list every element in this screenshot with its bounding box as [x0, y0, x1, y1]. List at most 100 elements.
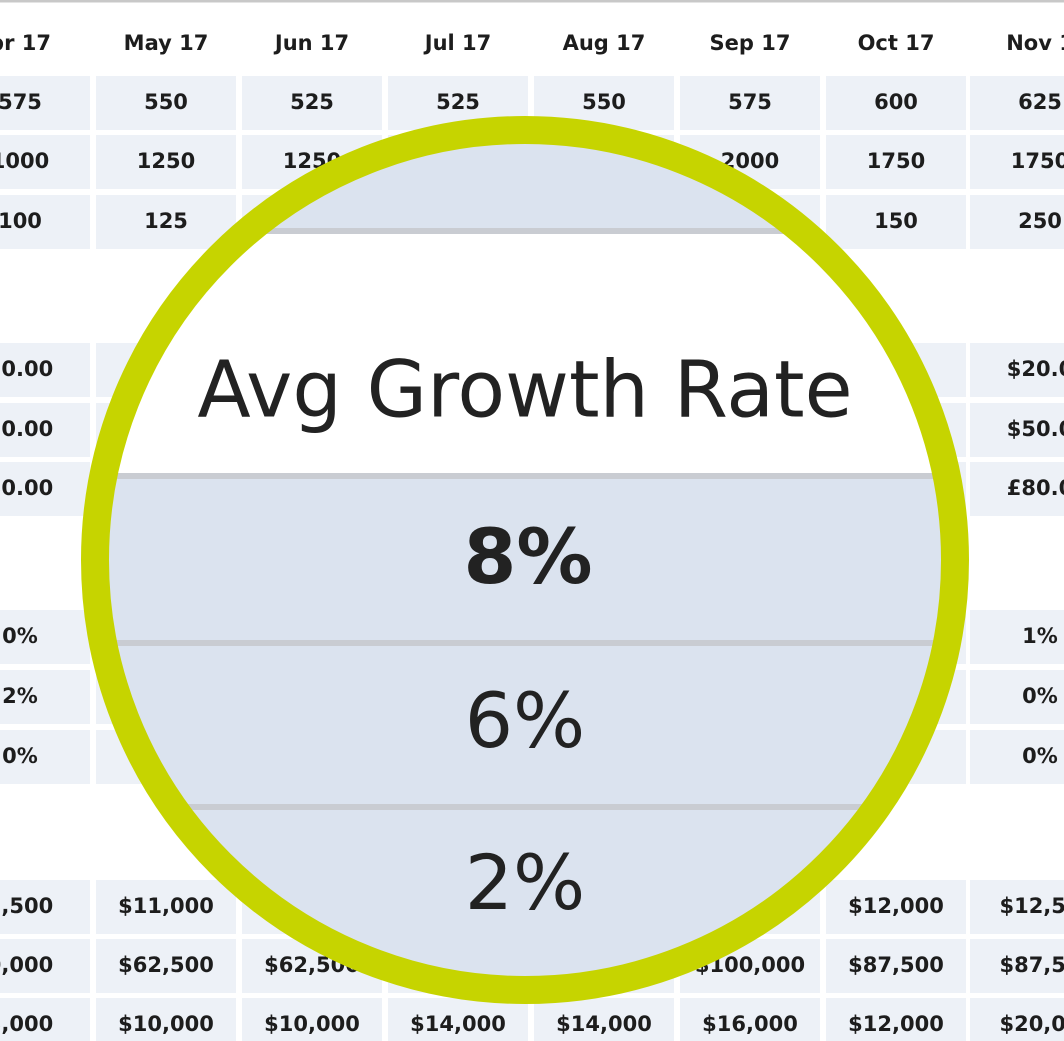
lens-line	[97, 473, 953, 479]
cell-text: $20.0	[1007, 357, 1064, 381]
cell-text: $50.0	[1007, 417, 1064, 441]
cell	[96, 195, 236, 249]
cell	[826, 135, 966, 189]
cell	[826, 998, 966, 1041]
cell	[970, 998, 1064, 1041]
cell-text: $12,000	[848, 894, 944, 918]
cell-text: $14,000	[556, 1012, 652, 1036]
cell	[0, 403, 90, 457]
lens-line	[97, 804, 953, 810]
cell	[0, 195, 90, 249]
cell-text: 625	[1018, 90, 1062, 114]
cell-text: 2%	[2, 684, 38, 708]
cell-text: 550	[144, 90, 188, 114]
cell	[970, 195, 1064, 249]
cell	[0, 135, 90, 189]
cell	[96, 880, 236, 934]
lens-value: 6%	[465, 676, 586, 765]
cell	[970, 76, 1064, 130]
cell	[970, 939, 1064, 993]
cell	[96, 998, 236, 1041]
cell	[0, 670, 90, 724]
cell-text: 0%	[2, 624, 38, 648]
lens-value: 2%	[465, 838, 586, 927]
cell	[0, 610, 90, 664]
cell-text: 0,000	[0, 953, 53, 977]
cell-text: 1250	[137, 149, 195, 173]
cell	[0, 998, 90, 1041]
cell	[0, 343, 90, 397]
cell-text: 550	[582, 90, 626, 114]
cell-text: $20,00	[999, 1012, 1064, 1036]
cell	[0, 462, 90, 516]
cell	[96, 76, 236, 130]
cell-text: 0%	[1022, 684, 1058, 708]
column-header: Aug 17	[563, 31, 646, 55]
cell	[388, 998, 528, 1041]
cell	[826, 939, 966, 993]
cell-text: 525	[290, 90, 334, 114]
column-header: pr 17	[0, 31, 51, 55]
cell	[970, 730, 1064, 784]
column-header: Oct 17	[858, 31, 935, 55]
cell-text: 20.00	[0, 357, 53, 381]
column-header: May 17	[124, 31, 209, 55]
lens-line	[97, 228, 953, 234]
cell-text: 100	[0, 209, 42, 233]
cell-text: 50.00	[0, 417, 53, 441]
cell	[826, 76, 966, 130]
cell	[0, 880, 90, 934]
cell	[96, 939, 236, 993]
cell	[826, 195, 966, 249]
lens-value: 8%	[463, 512, 592, 601]
cell-text: 0%	[2, 744, 38, 768]
cell-text: 1750	[1011, 149, 1064, 173]
cell-text: 150	[874, 209, 918, 233]
cell-text: 125	[144, 209, 188, 233]
cell	[970, 880, 1064, 934]
cell-text: 525	[436, 90, 480, 114]
cell-text: 0%	[1022, 744, 1058, 768]
column-header: Jun 17	[273, 31, 349, 55]
cell-text: $10,000	[118, 1012, 214, 1036]
cell-text: $87,50	[999, 953, 1064, 977]
cell-text: $62,500	[118, 953, 214, 977]
lens-ring	[81, 116, 969, 1004]
cell	[970, 610, 1064, 664]
cell-text: $12,50	[999, 894, 1064, 918]
cell-text: $87,500	[848, 953, 944, 977]
cell-text: 575	[728, 90, 772, 114]
cell	[534, 998, 674, 1041]
cell-text: 8,000	[0, 1012, 53, 1036]
cell	[242, 998, 382, 1041]
cell-text: $12,000	[848, 1012, 944, 1036]
cell-text: 80.00	[0, 476, 53, 500]
cell-text: $16,000	[702, 1012, 798, 1036]
cell	[0, 939, 90, 993]
cell-text: £80.0	[1007, 476, 1064, 500]
cell	[242, 76, 382, 130]
column-header: Jul 17	[423, 31, 492, 55]
cell-text: 250	[1018, 209, 1062, 233]
column-header: Sep 17	[710, 31, 791, 55]
cell-text: 1%	[1022, 624, 1058, 648]
lens-line	[97, 640, 953, 646]
cell	[970, 135, 1064, 189]
cell	[970, 343, 1064, 397]
lens-title: Avg Growth Rate	[197, 345, 852, 435]
cell	[826, 880, 966, 934]
column-header: Nov 1	[1006, 31, 1064, 55]
cell	[970, 403, 1064, 457]
cell-text: $14,000	[410, 1012, 506, 1036]
cell-text: 575	[0, 90, 42, 114]
cell	[970, 670, 1064, 724]
cell	[0, 730, 90, 784]
cell-text: 600	[874, 90, 918, 114]
cell-text: 1750	[867, 149, 925, 173]
cell	[0, 76, 90, 130]
cell-text: $11,000	[118, 894, 214, 918]
cell	[96, 135, 236, 189]
cell-text: 1,500	[0, 894, 53, 918]
cell	[680, 998, 820, 1041]
